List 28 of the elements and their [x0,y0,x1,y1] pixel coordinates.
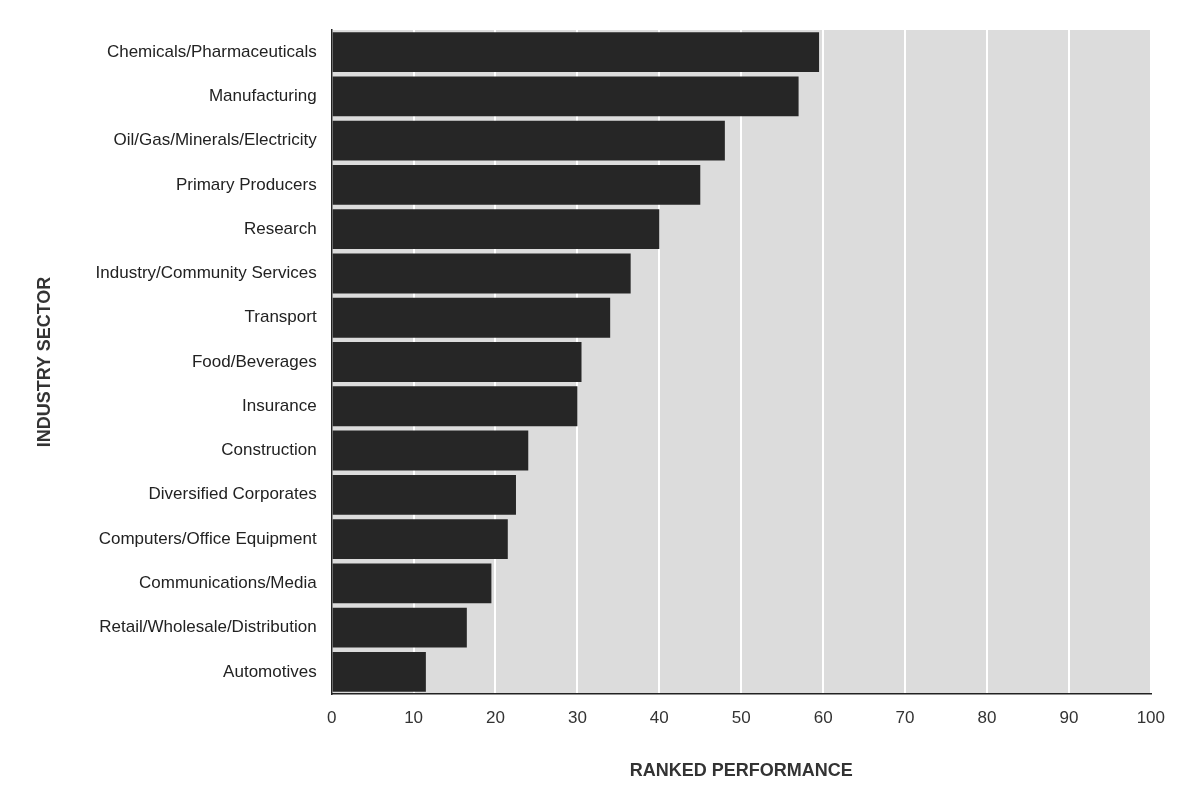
y-tick-label: Retail/Wholesale/Distribution [99,617,317,637]
y-tick-label: Food/Beverages [191,351,317,371]
y-tick-label: Transport [244,307,317,327]
x-tick-label: 0 [326,707,337,727]
x-axis-title: RANKED PERFORMANCE [629,760,853,781]
y-tick-label: Automotives [223,661,317,681]
x-tick-label: 50 [731,707,751,727]
x-tick-label: 10 [404,707,424,727]
y-tick-label: Research [243,218,317,238]
x-tick-label: 30 [567,707,587,727]
x-tick-label: 70 [895,707,915,727]
y-tick-label: Manufacturing [208,86,317,106]
y-tick-label: Industry/Community Services [95,263,317,283]
y-axis-title: INDUSTRY SECTOR [33,276,54,448]
y-tick-label: Chemicals/Pharmaceuticals [106,41,317,61]
y-tick-label: Communications/Media [139,573,318,593]
x-tick-label: 100 [1136,707,1166,727]
x-tick-label: 20 [486,707,505,727]
x-tick-label: 40 [649,707,669,727]
x-tick-label: 90 [1059,707,1079,727]
x-tick-label: 60 [813,707,833,727]
y-tick-label: Primary Producers [175,174,317,194]
y-tick-label: Oil/Gas/Minerals/Electricity [113,130,318,150]
x-tick-label: 80 [977,707,997,727]
y-tick-label: Diversified Corporates [148,484,317,504]
y-tick-label: Computers/Office Equipment [98,528,317,548]
y-tick-label: Construction [221,440,317,460]
y-tick-label: Insurance [241,395,317,415]
